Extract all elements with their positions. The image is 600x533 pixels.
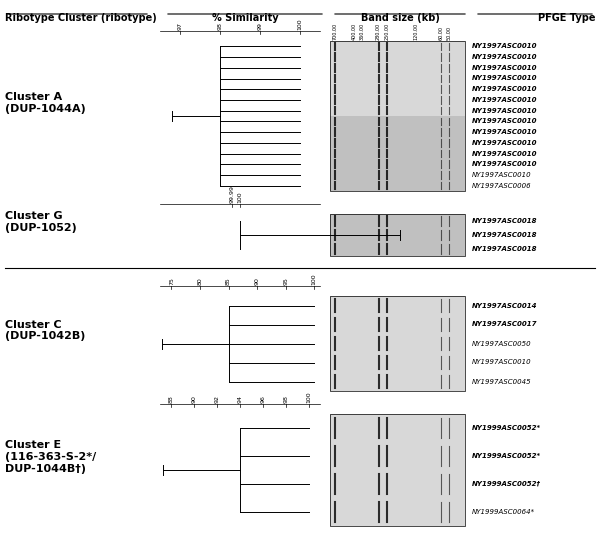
Text: NY1997ASC0010: NY1997ASC0010: [472, 97, 538, 103]
Text: 90: 90: [254, 277, 260, 285]
Text: 99.99: 99.99: [229, 185, 235, 203]
Text: NY1997ASC0010: NY1997ASC0010: [472, 76, 538, 82]
Text: NY1997ASC0010: NY1997ASC0010: [472, 150, 538, 157]
Text: NY1997ASC0017: NY1997ASC0017: [472, 321, 538, 327]
Text: 75: 75: [169, 277, 174, 285]
Text: NY1997ASC0010: NY1997ASC0010: [472, 161, 538, 167]
Text: NY1997ASC0010: NY1997ASC0010: [472, 43, 538, 50]
Bar: [330, 414, 465, 526]
Text: NY1999ASC0052*: NY1999ASC0052*: [472, 425, 541, 431]
Text: NY1997ASC0010: NY1997ASC0010: [472, 129, 538, 135]
Text: Cluster G
(DUP-1052): Cluster G (DUP-1052): [5, 211, 77, 233]
Bar: [330, 116, 465, 191]
Text: 280.00: 280.00: [376, 23, 381, 40]
Text: 60.00: 60.00: [438, 26, 443, 40]
Text: NY1997ASC0010: NY1997ASC0010: [472, 172, 532, 178]
Text: NY1997ASC0010: NY1997ASC0010: [472, 86, 538, 92]
Text: NY1997ASC0050: NY1997ASC0050: [472, 341, 532, 346]
Text: 98: 98: [283, 395, 288, 403]
Text: 250.00: 250.00: [384, 23, 389, 40]
Text: % Similarity: % Similarity: [212, 13, 278, 23]
Bar: [330, 414, 465, 526]
Bar: [330, 296, 465, 391]
Bar: [330, 296, 465, 391]
Text: NY1997ASC0010: NY1997ASC0010: [472, 65, 538, 71]
Text: 120.00: 120.00: [414, 23, 419, 40]
Text: 50.00: 50.00: [446, 26, 451, 40]
Text: Cluster A
(DUP-1044A): Cluster A (DUP-1044A): [5, 92, 86, 114]
Text: 98: 98: [218, 22, 223, 30]
Text: Band size (kb): Band size (kb): [361, 13, 439, 23]
Bar: [330, 214, 465, 256]
Text: 80: 80: [197, 277, 203, 285]
Bar: [330, 41, 465, 191]
Text: 85: 85: [226, 277, 231, 285]
Text: NY1997ASC0010: NY1997ASC0010: [472, 140, 538, 146]
Text: NY1997ASC0006: NY1997ASC0006: [472, 183, 532, 189]
Text: 100: 100: [312, 273, 317, 285]
Text: 400.00: 400.00: [352, 23, 357, 40]
Text: NY1997ASC0010: NY1997ASC0010: [472, 54, 538, 60]
Text: NY1999ASC0052†: NY1999ASC0052†: [472, 481, 541, 487]
Text: 94: 94: [238, 395, 242, 403]
Text: NY1999ASC0064*: NY1999ASC0064*: [472, 509, 535, 515]
Text: NY1997ASC0014: NY1997ASC0014: [472, 303, 538, 309]
Text: 360.00: 360.00: [360, 23, 365, 40]
Text: Cluster E
(116-363-S-2*/
DUP-1044B†): Cluster E (116-363-S-2*/ DUP-1044B†): [5, 440, 96, 474]
Text: 97: 97: [178, 22, 182, 30]
Text: 90: 90: [192, 395, 197, 403]
Text: NY1999ASC0052*: NY1999ASC0052*: [472, 453, 541, 459]
Text: NY1997ASC0010: NY1997ASC0010: [472, 359, 532, 366]
Text: 700.00: 700.00: [333, 23, 338, 40]
Text: 99: 99: [257, 22, 263, 30]
Text: NY1997ASC0010: NY1997ASC0010: [472, 118, 538, 124]
Text: 88: 88: [169, 395, 174, 403]
Text: Ribotype Cluster (ribotype): Ribotype Cluster (ribotype): [5, 13, 157, 23]
Text: NY1997ASC0018: NY1997ASC0018: [472, 246, 538, 252]
Text: 100: 100: [306, 391, 311, 403]
Bar: [330, 214, 465, 256]
Text: NY1997ASC0018: NY1997ASC0018: [472, 218, 538, 224]
Text: 92: 92: [215, 395, 220, 403]
Text: 100: 100: [298, 18, 302, 30]
Text: Cluster C
(DUP-1042B): Cluster C (DUP-1042B): [5, 320, 85, 341]
Text: 96: 96: [260, 395, 265, 403]
Text: 95: 95: [283, 277, 288, 285]
Text: 100: 100: [238, 191, 242, 203]
Text: PFGE Type: PFGE Type: [538, 13, 595, 23]
Text: NY1997ASC0045: NY1997ASC0045: [472, 378, 532, 384]
Bar: [330, 41, 465, 116]
Text: NY1997ASC0018: NY1997ASC0018: [472, 232, 538, 238]
Text: NY1997ASC0010: NY1997ASC0010: [472, 108, 538, 114]
